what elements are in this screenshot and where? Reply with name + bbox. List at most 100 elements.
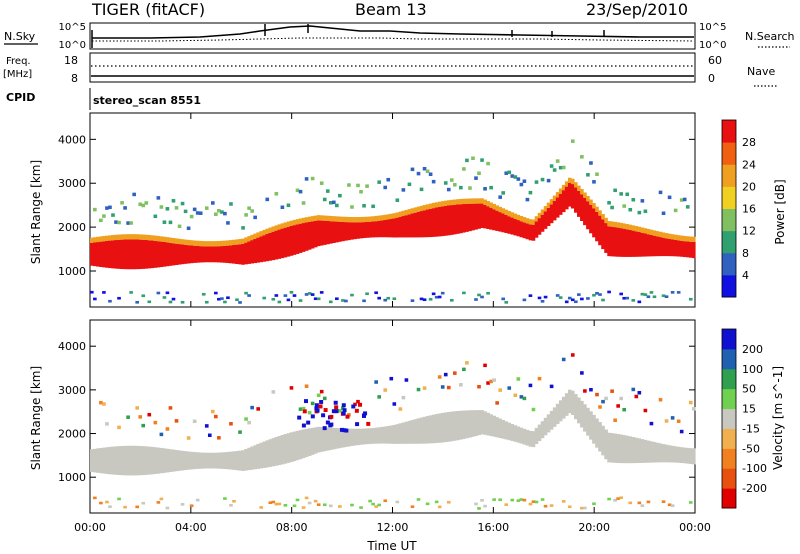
power-cell — [295, 219, 300, 225]
velocity-cell — [171, 449, 176, 472]
power-cell — [102, 241, 106, 268]
power-cell — [289, 220, 294, 226]
velocity-cell — [486, 381, 490, 385]
power-cell — [501, 297, 506, 301]
velocity-cell — [244, 417, 248, 421]
nsky-label: N.Sky — [4, 30, 36, 43]
velocity-cell — [552, 407, 557, 427]
power-cell — [304, 293, 309, 296]
velocity-cell — [238, 430, 242, 434]
power-cell — [141, 234, 146, 240]
velocity-cell — [610, 389, 614, 393]
velocity-cell — [99, 400, 103, 405]
power-cell — [619, 222, 623, 229]
power-cell — [456, 204, 460, 234]
velocity-cell — [329, 414, 334, 419]
power-cell — [204, 206, 209, 210]
velocity-cell — [434, 414, 439, 444]
colorbar-swatch — [722, 408, 736, 429]
power-cell — [174, 243, 179, 265]
power-cell — [347, 216, 351, 223]
velocity-cell — [350, 503, 354, 507]
power-cell — [253, 238, 257, 264]
power-cell — [546, 207, 551, 227]
velocity-cell — [316, 393, 321, 398]
velocity-cell — [186, 451, 191, 470]
power-cell — [117, 220, 121, 225]
velocity-cell — [117, 446, 121, 476]
power-cell — [643, 209, 648, 214]
freq-label: Freq. — [6, 56, 31, 67]
velocity-cell — [232, 499, 236, 503]
velocity-cell — [183, 451, 188, 471]
power-cell — [486, 161, 490, 166]
power-cell — [226, 245, 230, 264]
power-cell — [338, 221, 342, 242]
velocity-cell — [534, 500, 539, 504]
velocity-cell — [498, 498, 502, 502]
velocity-cell — [329, 422, 334, 427]
velocity-cell — [516, 377, 521, 381]
power-cell — [114, 234, 118, 241]
power-cell — [99, 218, 103, 223]
velocity-cell — [380, 426, 385, 444]
power-cell — [652, 230, 657, 236]
power-cell — [440, 206, 445, 237]
power-cell — [204, 246, 209, 263]
velocity-cell — [583, 389, 587, 393]
power-cell — [283, 294, 288, 297]
power-cell — [422, 205, 427, 211]
power-cell — [480, 295, 484, 299]
power-cell — [549, 199, 554, 205]
power-cell — [462, 204, 466, 233]
x-tick-label: 12:00 — [377, 521, 409, 534]
power-cell — [310, 221, 315, 249]
velocity-cell — [443, 372, 448, 377]
colorbar-swatch — [722, 348, 736, 370]
power-cell — [283, 227, 288, 258]
velocity-cell — [214, 452, 218, 469]
power-cell — [586, 195, 590, 202]
colorbar-swatch — [722, 388, 736, 410]
power-cell — [135, 300, 139, 304]
velocity-cell — [664, 444, 669, 463]
velocity-cell — [404, 421, 409, 444]
velocity-cell — [105, 447, 109, 474]
power-cell — [567, 177, 572, 184]
velocity-cell — [688, 400, 693, 405]
velocity-cell — [419, 417, 424, 444]
velocity-cell — [321, 413, 326, 418]
power-cell — [407, 209, 412, 215]
power-cell — [150, 235, 155, 241]
power-cell — [277, 300, 282, 304]
velocity-cell — [637, 438, 642, 463]
power-cell — [177, 238, 182, 245]
velocity-cell — [132, 445, 136, 476]
power-cell — [507, 216, 512, 234]
velocity-cell — [401, 422, 406, 444]
velocity-cell — [268, 501, 273, 505]
power-cell — [389, 213, 394, 220]
power-cell — [679, 235, 684, 241]
nsearch-curve — [92, 37, 695, 42]
power-cell — [486, 291, 490, 295]
velocity-cell — [561, 500, 566, 503]
power-cell — [322, 220, 327, 245]
velocity-cell — [135, 445, 139, 476]
velocity-cell — [195, 498, 200, 502]
power-cell — [673, 208, 678, 213]
colorbar-swatch — [722, 252, 736, 276]
power-cell — [180, 201, 185, 206]
velocity-colorbar: 200 100 50 15 -15 -50 -100 -200 — [721, 328, 767, 509]
velocity-cell — [310, 414, 315, 419]
power-cell — [592, 180, 596, 184]
power-cell — [180, 239, 185, 245]
velocity-cell — [522, 396, 527, 401]
power-cell — [195, 245, 200, 263]
power-cell — [510, 217, 515, 235]
velocity-cell — [604, 396, 608, 401]
power-cell — [673, 239, 678, 257]
power-cell — [362, 216, 366, 223]
velocity-cell — [301, 423, 306, 428]
velocity-cell — [358, 402, 363, 407]
